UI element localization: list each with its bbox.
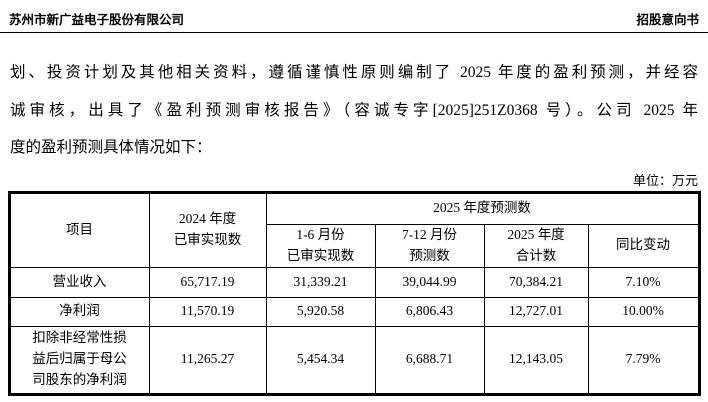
cell-item: 净利润 — [8, 296, 150, 327]
profit-forecast-table: 项目 2024 年度 已审实现数 2025 年度预测数 1-6 月份 已审实现数… — [7, 190, 701, 396]
cell-yoy-change: 7.10% — [587, 266, 700, 298]
unit-label: 单位：万元 — [632, 172, 698, 188]
cell-2025-total: 12,727.01 — [483, 296, 589, 327]
table-header-row-group: 项目 2024 年度 已审实现数 2025 年度预测数 — [8, 191, 700, 268]
cell-h2-forecast: 6,806.43 — [374, 296, 485, 327]
table-row: 净利润 11,570.19 5,920.58 6,806.43 12,727.0… — [8, 296, 700, 327]
cell-item: 营业收入 — [8, 266, 150, 298]
header-h1-actual: 1-6 月份 已审实现数 — [265, 223, 376, 268]
cell-2025-total: 12,143.05 — [483, 325, 589, 395]
cell-yoy-change: 7.79% — [587, 325, 700, 395]
cell-h2-forecast: 6,688.71 — [374, 325, 485, 395]
header-2024-actual: 2024 年度 已审实现数 — [148, 191, 267, 268]
cell-2024-actual: 11,265.27 — [148, 325, 267, 395]
cell-2024-actual: 11,570.19 — [148, 296, 267, 327]
header-item: 项目 — [8, 191, 150, 268]
cell-2024-actual: 65,717.19 — [148, 266, 267, 298]
table-row: 营业收入 65,717.19 31,339.21 39,044.99 70,38… — [8, 266, 700, 298]
cell-h1-actual: 5,454.34 — [265, 325, 376, 395]
cell-yoy-change: 10.00% — [587, 296, 700, 327]
cell-2025-total: 70,384.21 — [483, 266, 589, 298]
cell-h2-forecast: 39,044.99 — [374, 266, 485, 298]
doc-type-label: 招股意向书 — [636, 13, 699, 27]
header-2025-forecast-group: 2025 年度预测数 — [265, 191, 700, 225]
header-2025-total: 2025 年度 合计数 — [483, 223, 589, 268]
table-row: 扣除非经常性损 益后归属于母公 司股东的净利润 11,265.27 5,454.… — [8, 325, 700, 395]
cell-item: 扣除非经常性损 益后归属于母公 司股东的净利润 — [8, 325, 150, 395]
cell-h1-actual: 5,920.58 — [265, 296, 376, 327]
cell-h1-actual: 31,339.21 — [265, 266, 376, 298]
page-header: 苏州市新广益电子股份有限公司 招股意向书 — [0, 0, 708, 33]
table-header-row-sub: 1-6 月份 已审实现数 7-12 月份 预测数 2025 年度 合计数 同比变… — [9, 223, 700, 268]
paragraph-line: 度的盈利预测具体情况如下： — [10, 139, 212, 156]
body-paragraph: 划、投资计划及其他相关资料，遵循谨慎性原则编制了 2025 年度的盈利预测，并经… — [10, 54, 698, 167]
header-yoy-change: 同比变动 — [587, 223, 700, 268]
company-name: 苏州市新广益电子股份有限公司 — [9, 13, 185, 27]
paragraph-line: 诚审核，出具了《盈利预测审核报告》（容诚专字[2025]251Z0368 号）。… — [10, 101, 698, 119]
paragraph-line: 划、投资计划及其他相关资料，遵循谨慎性原则编制了 2025 年度的盈利预测，并经… — [10, 64, 698, 81]
header-h2-forecast: 7-12 月份 预测数 — [374, 223, 485, 268]
